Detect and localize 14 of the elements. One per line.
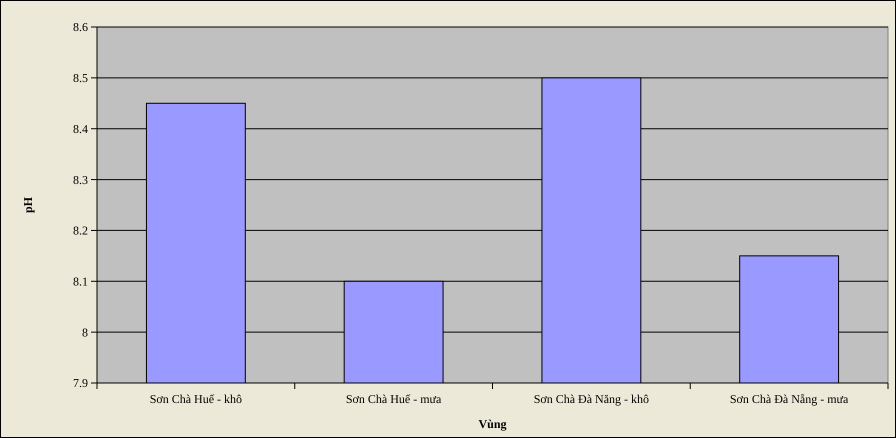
y-axis-title: pH	[21, 196, 35, 214]
x-tick-label: Sơn Chà Đà Nẵng - mưa	[730, 392, 850, 406]
y-tick-label: 8.3	[73, 172, 88, 187]
y-tick-label: 8	[82, 325, 88, 340]
x-tick-label: Sơn Chà Huế - mưa	[346, 392, 442, 406]
y-tick-label: 8.4	[73, 122, 88, 136]
y-tick-label: 8.6	[73, 20, 88, 34]
x-axis-title: Vùng	[478, 417, 507, 431]
y-tick-label: 7.9	[73, 376, 88, 390]
y-tick-label: 8.5	[73, 71, 88, 86]
x-tick-label: Sơn Chà Huế - khô	[150, 392, 242, 406]
y-tick-label: 8.1	[73, 274, 88, 288]
y-tick-label: 8.2	[73, 224, 88, 238]
x-tick-label: Sơn Chà Đà Năng - khô	[534, 392, 650, 406]
